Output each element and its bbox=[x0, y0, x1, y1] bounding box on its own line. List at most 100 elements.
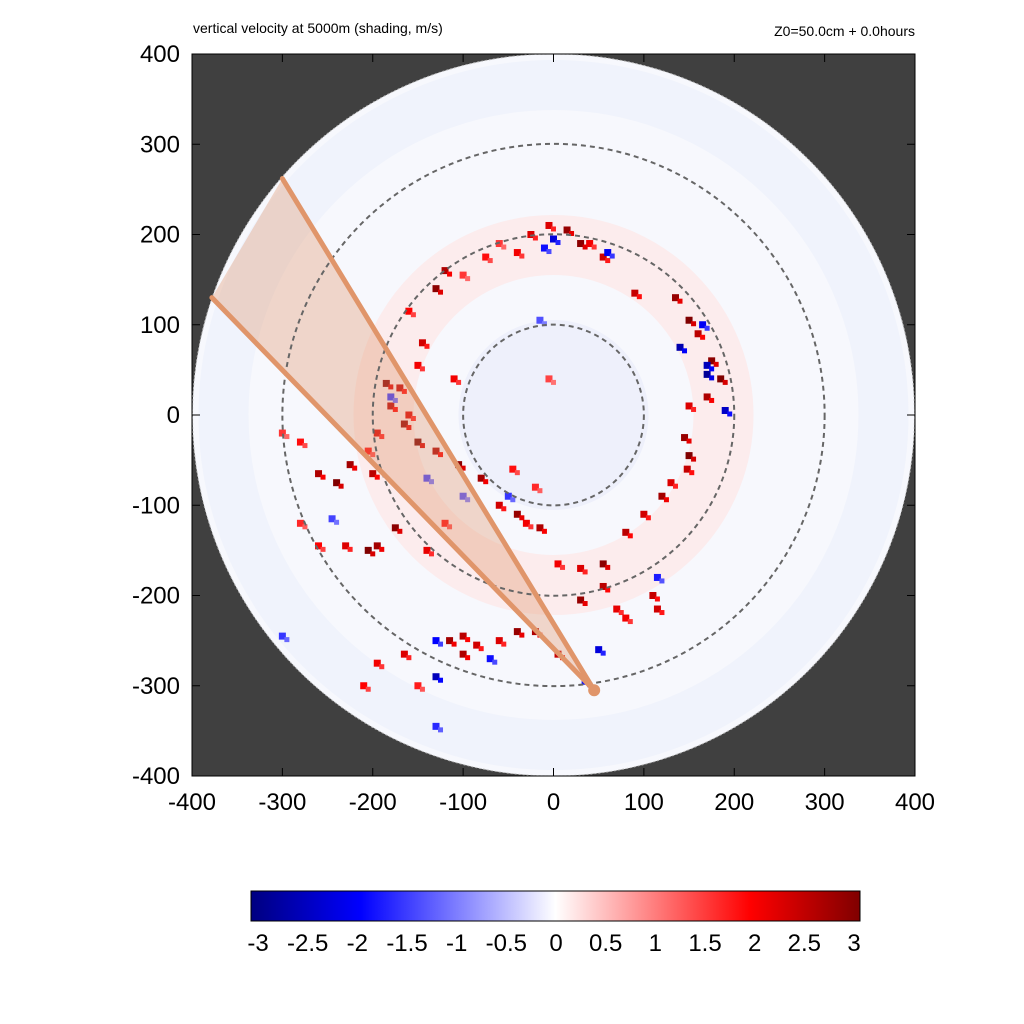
colorbar bbox=[250, 890, 861, 922]
y-tick-label: -100 bbox=[132, 492, 180, 519]
downdraft-cell-fringe bbox=[709, 375, 715, 381]
colorbar-tick-label: 3 bbox=[847, 930, 860, 957]
x-axis: -400 -300 -200 -100 0 100 200 300 400 bbox=[168, 54, 935, 816]
downdraft-cell-fringe bbox=[709, 366, 715, 372]
updraft-cell-fringe bbox=[659, 610, 665, 616]
updraft-cell bbox=[599, 253, 607, 261]
colorbar-tick-label: -1.5 bbox=[386, 930, 427, 957]
updraft-cell bbox=[683, 465, 691, 473]
x-tick-label: -200 bbox=[349, 789, 397, 816]
updraft-cell-fringe bbox=[550, 226, 556, 232]
updraft-cell-fringe bbox=[541, 528, 547, 534]
updraft-cell bbox=[658, 492, 666, 500]
updraft-cell bbox=[703, 393, 711, 401]
downdraft-cell bbox=[550, 235, 557, 243]
sector-edge bbox=[209, 295, 597, 693]
x-tick-label: 0 bbox=[547, 789, 560, 816]
downdraft-cell bbox=[653, 573, 661, 581]
updraft-cell bbox=[360, 682, 368, 690]
updraft-cell-fringe bbox=[532, 235, 538, 241]
updraft-cell bbox=[667, 479, 675, 487]
chart-title: vertical velocity at 5000m (shading, m/s… bbox=[193, 20, 443, 36]
updraft-cell bbox=[509, 465, 517, 473]
updraft-cell-fringe bbox=[365, 686, 371, 692]
range-ring bbox=[281, 142, 826, 688]
downdraft-cell bbox=[595, 646, 603, 654]
downdraft-cell bbox=[504, 492, 512, 500]
updraft-cell bbox=[459, 271, 467, 279]
colorbar-ticks: -3 -2.5 -2 -1.5 -1 -0.5 0 0.5 1 1.5 2 2.5 3 bbox=[247, 930, 860, 957]
updraft-cell bbox=[649, 592, 657, 599]
updraft-cell bbox=[631, 289, 639, 297]
downdraft-cell bbox=[721, 406, 729, 414]
updraft-cell-fringe bbox=[465, 655, 471, 661]
downdraft-cell bbox=[432, 673, 440, 681]
updraft-cell-fringe bbox=[352, 465, 358, 471]
updraft-cell-fringe bbox=[487, 258, 493, 264]
x-tick-label: -100 bbox=[439, 789, 487, 816]
updraft-cell bbox=[527, 231, 535, 238]
downdraft-cell-fringe bbox=[600, 650, 606, 656]
eye-region bbox=[458, 320, 649, 510]
updraft-cell-fringe bbox=[320, 474, 326, 480]
updraft-cell bbox=[513, 510, 521, 518]
updraft-cell bbox=[405, 307, 413, 315]
updraft-cell bbox=[685, 316, 693, 324]
sector-edges bbox=[209, 176, 601, 697]
updraft-cell-fringe bbox=[519, 632, 525, 638]
updraft-cell-fringe bbox=[560, 564, 566, 570]
updraft-cell bbox=[563, 226, 571, 234]
updraft-cell-fringe bbox=[410, 312, 416, 318]
updraft-cell-fringe bbox=[591, 244, 597, 250]
updraft-cell-fringe bbox=[677, 298, 683, 304]
updraft-cell-fringe bbox=[501, 641, 507, 647]
updraft-cell-fringe bbox=[379, 434, 385, 440]
updraft-cell bbox=[522, 519, 530, 527]
updraft-cell bbox=[315, 542, 323, 550]
updraft-cell-fringe bbox=[713, 361, 719, 367]
updraft-cell bbox=[531, 483, 539, 491]
downdraft-cell-fringe bbox=[428, 479, 434, 485]
updraft-cell-fringe bbox=[447, 524, 453, 530]
updraft-cell bbox=[545, 221, 553, 229]
x-tick-label: 100 bbox=[624, 789, 664, 816]
downdraft-cell bbox=[328, 515, 336, 523]
updraft-cell bbox=[694, 330, 702, 338]
updraft-cell-fringe bbox=[438, 289, 444, 295]
updraft-cell bbox=[495, 637, 503, 645]
updraft-cell-fringe bbox=[397, 528, 403, 534]
downdraft-cell bbox=[604, 249, 612, 257]
updraft-cell-fringe bbox=[419, 366, 425, 372]
updraft-cell-fringe bbox=[550, 379, 556, 385]
updraft-cell-fringe bbox=[605, 258, 611, 264]
y-tick-label: 300 bbox=[140, 131, 180, 158]
downdraft-cell-fringe bbox=[682, 348, 688, 354]
downdraft-cell-fringe bbox=[438, 677, 444, 683]
updraft-cell-fringe bbox=[379, 664, 385, 670]
updraft-cell bbox=[554, 560, 562, 568]
updraft-cell-fringe bbox=[406, 655, 412, 661]
updraft-cell-fringe bbox=[605, 564, 611, 570]
colorbar-tick-label: -3 bbox=[247, 930, 268, 957]
velocity-cells bbox=[278, 221, 733, 733]
updraft-cell-fringe bbox=[451, 641, 457, 647]
updraft-cell-fringe bbox=[438, 452, 444, 458]
colorbar-tick-label: 0 bbox=[549, 930, 562, 957]
updraft-cell-fringe bbox=[460, 465, 466, 471]
updraft-cell bbox=[577, 596, 585, 604]
updraft-cell-fringe bbox=[691, 406, 697, 412]
updraft-cell bbox=[373, 542, 381, 550]
updraft-cell-fringe bbox=[627, 619, 633, 625]
y-tick-label: -200 bbox=[132, 583, 180, 610]
updraft-cell-fringe bbox=[636, 294, 642, 300]
updraft-cell-fringe bbox=[406, 425, 412, 431]
pink-band-ring bbox=[353, 215, 754, 615]
updraft-cell bbox=[495, 501, 503, 509]
y-tick-label: 100 bbox=[140, 312, 180, 339]
updraft-cell-fringe bbox=[501, 506, 507, 512]
downdraft-cell-fringe bbox=[392, 397, 398, 403]
updraft-cell bbox=[622, 614, 630, 622]
x-tick-label: 200 bbox=[714, 789, 754, 816]
x-tick-label: -300 bbox=[258, 789, 306, 816]
updraft-cell-fringe bbox=[519, 253, 525, 259]
